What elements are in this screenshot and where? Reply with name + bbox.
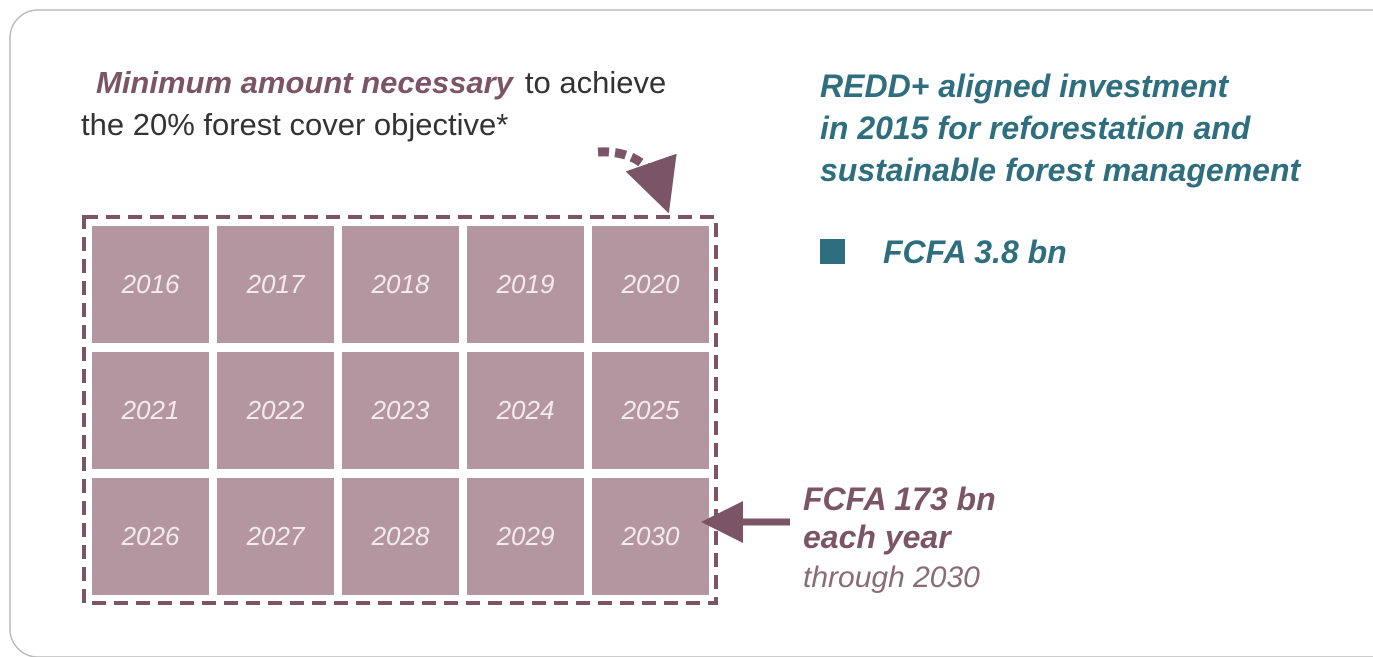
year-label: 2024 [496,395,555,425]
left-heading-line2: the 20% forest cover objective* [81,107,508,142]
year-label: 2025 [621,395,680,425]
year-label: 2021 [121,395,180,425]
year-tile [592,226,709,343]
year-grid: 2016 2017 2018 2019 2020 2021 2022 2023 2024 2025… [92,226,709,595]
annotation-line1: FCFA 173 bn [803,481,996,517]
year-tile [92,352,209,469]
year-tile [342,478,459,595]
year-label: 2016 [121,269,180,299]
curved-arrow [597,147,677,214]
legend-swatch [820,239,845,264]
panel-border [9,9,1373,657]
legend-label: FCFA 3.8 bn [883,234,1067,270]
grid-frame [82,215,718,605]
year-label: 2029 [496,521,555,551]
year-label: 2019 [496,269,555,299]
year-tile [342,226,459,343]
year-label: 2022 [246,395,305,425]
year-label: 2023 [371,395,430,425]
year-tile [467,478,584,595]
annotation-line3: through 2030 [803,561,980,594]
year-tile [342,352,459,469]
left-heading-rest: to achieve [525,65,666,100]
year-label: 2027 [246,521,306,551]
year-tile [467,352,584,469]
year-tile [467,226,584,343]
year-tile [92,478,209,595]
year-tile [92,226,209,343]
year-label: 2017 [246,269,306,299]
year-label: 2020 [621,269,680,299]
left-heading-line1: Minimum amount necessary to achieve [96,65,666,100]
year-tile [592,478,709,595]
year-tile [217,478,334,595]
year-tile [217,226,334,343]
year-label: 2028 [371,521,430,551]
year-tile [217,352,334,469]
year-label: 2026 [121,521,180,551]
right-heading: REDD+ aligned investment in 2015 for refo… [820,68,1301,188]
year-label: 2030 [621,521,680,551]
left-heading-emphasis: Minimum amount necessary [96,65,515,100]
right-heading-line: REDD+ aligned investment [820,68,1229,104]
right-heading-line: sustainable forest management [820,152,1301,188]
right-heading-line: in 2015 for reforestation and [820,110,1252,146]
annotation-line2: each year [803,519,952,555]
year-tile [592,352,709,469]
year-label: 2018 [371,269,430,299]
